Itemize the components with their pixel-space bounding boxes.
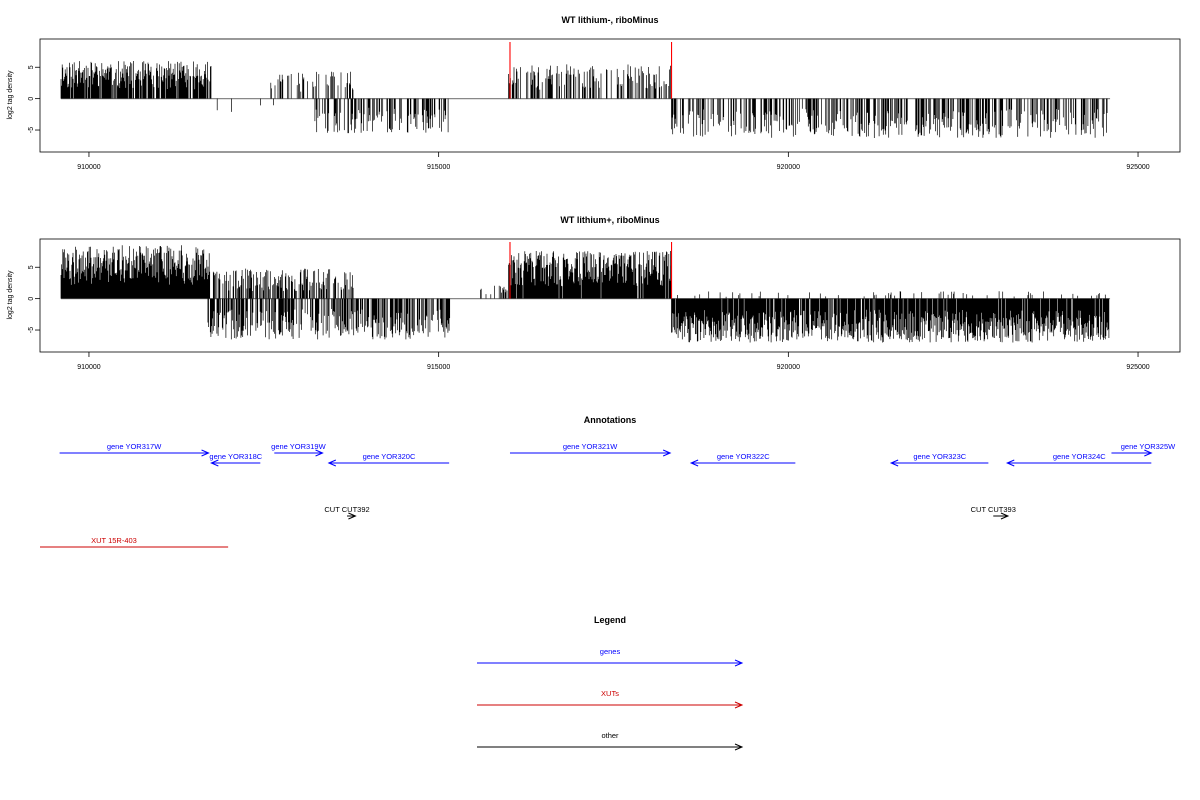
signal-bars	[60, 245, 1111, 343]
signal-bar-group	[207, 268, 354, 299]
x-tick-label: 920000	[777, 164, 800, 171]
signal-bar-group	[60, 245, 210, 299]
feature-gene-yor325w: gene YOR325W	[1111, 442, 1176, 457]
track-panel-lithium-plus: WT lithium+, riboMinus log2 tag density …	[7, 215, 1181, 371]
legend-items: genes XUTs other	[477, 647, 744, 751]
track-panel-lithium-minus: WT lithium-, riboMinus log2 tag density …	[7, 15, 1181, 171]
signal-bar-group	[480, 285, 508, 299]
y-tick-label: 0	[28, 297, 35, 301]
signal-bar-group	[677, 291, 1106, 299]
region-markers	[509, 242, 673, 299]
signal-bar-group	[508, 64, 671, 99]
arrow-head	[734, 701, 744, 709]
x-tick-label: 910000	[77, 364, 100, 371]
y-tick-label: 5	[28, 265, 35, 269]
y-tick-label: -5	[28, 327, 35, 333]
arrow-head	[889, 459, 899, 467]
arrow-head	[1005, 459, 1015, 467]
feature-gene-yor322c: gene YOR322C	[689, 452, 796, 467]
y-tick-label: -5	[28, 127, 35, 133]
feature-xut-15r-403: XUT 15R-403	[40, 536, 229, 548]
legend-title: Legend	[594, 615, 626, 625]
y-axis: -5 0 5	[28, 65, 40, 133]
feature-cut-cut393: CUT CUT393	[971, 505, 1016, 520]
feature-label: gene YOR325W	[1121, 442, 1176, 451]
legend-label: other	[601, 731, 619, 740]
feature-label: gene YOR322C	[717, 452, 770, 461]
x-tick-label: 925000	[1126, 364, 1149, 371]
arrow-head	[348, 512, 357, 520]
arrow-head	[210, 459, 219, 467]
feature-label: CUT CUT393	[971, 505, 1016, 514]
x-tick-label: 920000	[777, 364, 800, 371]
x-tick-label: 915000	[427, 364, 450, 371]
annotation-features: gene YOR317W gene YOR318C gene YOR319W gene…	[40, 442, 1176, 548]
feature-label: CUT CUT392	[324, 505, 369, 514]
y-axis-label: log2 tag density	[7, 70, 14, 120]
feature-gene-yor320c: gene YOR320C	[327, 452, 450, 467]
legend-item-genes: genes	[477, 647, 744, 667]
arrow-head	[315, 449, 324, 457]
arrow-head	[1144, 449, 1153, 457]
signal-bar-group	[671, 98, 1108, 138]
feature-gene-yor324c: gene YOR324C	[1005, 452, 1152, 467]
arrow-head	[734, 659, 744, 667]
legend: Legend genes XUTs other	[477, 615, 744, 751]
feature-label: gene YOR324C	[1053, 452, 1106, 461]
arrow-head	[662, 449, 672, 457]
legend-item-other: other	[477, 731, 744, 751]
x-tick-label: 925000	[1126, 164, 1149, 171]
signal-bar-group	[216, 98, 274, 112]
signal-bar-group	[60, 61, 212, 99]
signal-bar-group	[314, 98, 449, 134]
region-markers	[509, 42, 673, 99]
panel-title: WT lithium-, riboMinus	[562, 15, 659, 25]
feature-gene-yor317w: gene YOR317W	[59, 442, 210, 457]
arrow-head	[1000, 512, 1010, 520]
feature-label: XUT 15R-403	[91, 536, 137, 545]
feature-label: gene YOR319W	[271, 442, 326, 451]
feature-label: gene YOR318C	[209, 452, 262, 461]
signal-bar-group	[270, 71, 354, 99]
feature-label: gene YOR323C	[913, 452, 966, 461]
feature-gene-yor323c: gene YOR323C	[889, 452, 989, 467]
y-axis-label: log2 tag density	[7, 270, 14, 320]
feature-label: gene YOR320C	[363, 452, 416, 461]
x-axis: 910000 915000 920000 925000	[77, 352, 1150, 371]
signal-bar-group	[508, 251, 672, 299]
arrow-head	[689, 459, 699, 467]
feature-gene-yor319w: gene YOR319W	[271, 442, 327, 457]
arrow-head	[734, 743, 744, 751]
x-tick-label: 910000	[77, 164, 100, 171]
y-tick-label: 5	[28, 65, 35, 69]
plot-frame	[39, 38, 1181, 153]
panel-title: WT lithium+, riboMinus	[560, 215, 659, 225]
legend-item-xuts: XUTs	[477, 689, 744, 709]
arrow-head	[327, 459, 337, 467]
feature-label: gene YOR317W	[107, 442, 162, 451]
x-axis: 910000 915000 920000 925000	[77, 152, 1150, 171]
x-tick-label: 915000	[427, 164, 450, 171]
y-tick-label: 0	[28, 97, 35, 101]
feature-label: gene YOR321W	[563, 442, 618, 451]
signal-bars	[60, 61, 1111, 138]
annotations-title: Annotations	[584, 415, 637, 425]
plot-frame	[39, 238, 1181, 353]
legend-label: genes	[600, 647, 621, 656]
feature-cut-cut392: CUT CUT392	[324, 505, 370, 520]
signal-bar-group	[671, 298, 1110, 343]
y-axis: -5 0 5	[28, 265, 40, 333]
signal-bar-group	[207, 298, 451, 340]
legend-label: XUTs	[601, 689, 619, 698]
feature-gene-yor321w: gene YOR321W	[509, 442, 672, 457]
feature-gene-yor318c: gene YOR318C	[209, 452, 263, 467]
arrow-head	[201, 449, 210, 457]
